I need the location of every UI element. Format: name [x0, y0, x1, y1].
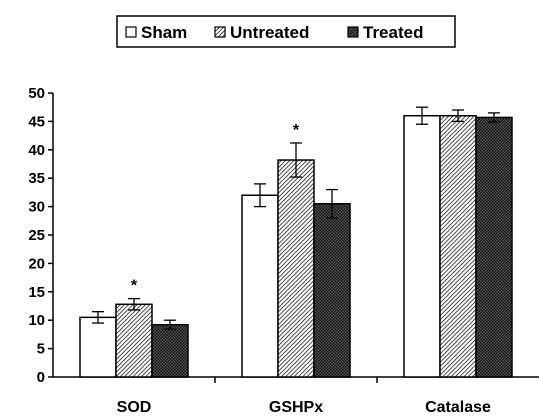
bar-sod-sham [79, 316, 117, 378]
bar-catalase-treated [475, 116, 513, 378]
legend-label-untreated: Untreated [230, 23, 309, 42]
significance-marker: * [131, 278, 138, 295]
legend: Sham Untreated Treated [116, 15, 456, 48]
bar-sod-treated [151, 323, 189, 378]
y-tick-label: 15 [28, 284, 45, 301]
bar-catalase-sham [403, 114, 441, 378]
legend-swatch-untreated [214, 26, 226, 38]
x-tick-label-catalase: Catalase [425, 399, 491, 416]
y-tick-label: 30 [28, 199, 45, 216]
y-tick-label: 50 [28, 85, 45, 102]
annotations: ** [131, 122, 300, 295]
bar-catalase-untreated [439, 114, 477, 378]
legend-swatch-sham [125, 26, 137, 38]
bar-gshpx-treated [313, 203, 351, 378]
bars [79, 106, 513, 378]
y-tick-label: 35 [28, 170, 45, 187]
significance-marker: * [293, 122, 300, 139]
y-tick-label: 0 [37, 369, 45, 386]
legend-label-treated: Treated [363, 23, 423, 42]
y-tick-label: 10 [28, 312, 45, 329]
legend-box [116, 15, 456, 48]
y-tick-label: 25 [28, 227, 45, 244]
y-tick-label: 45 [28, 113, 45, 130]
bar-gshpx-untreated [277, 159, 315, 378]
y-tick-label: 5 [37, 341, 45, 358]
y-tick-label: 20 [28, 255, 45, 272]
y-tick-label: 40 [28, 142, 45, 159]
x-tick-label-gshpx: GSHPx [269, 399, 323, 416]
x-tick-label-sod: SOD [117, 399, 152, 416]
bar-sod-untreated [115, 303, 153, 378]
bar-gshpx-sham [241, 194, 279, 378]
legend-swatch-treated [347, 26, 359, 38]
y-axis: 0 5 10 15 20 25 30 35 40 45 50 [28, 85, 54, 386]
legend-label-sham: Sham [141, 23, 187, 42]
x-axis: SOD GSHPx Catalase [53, 376, 539, 416]
